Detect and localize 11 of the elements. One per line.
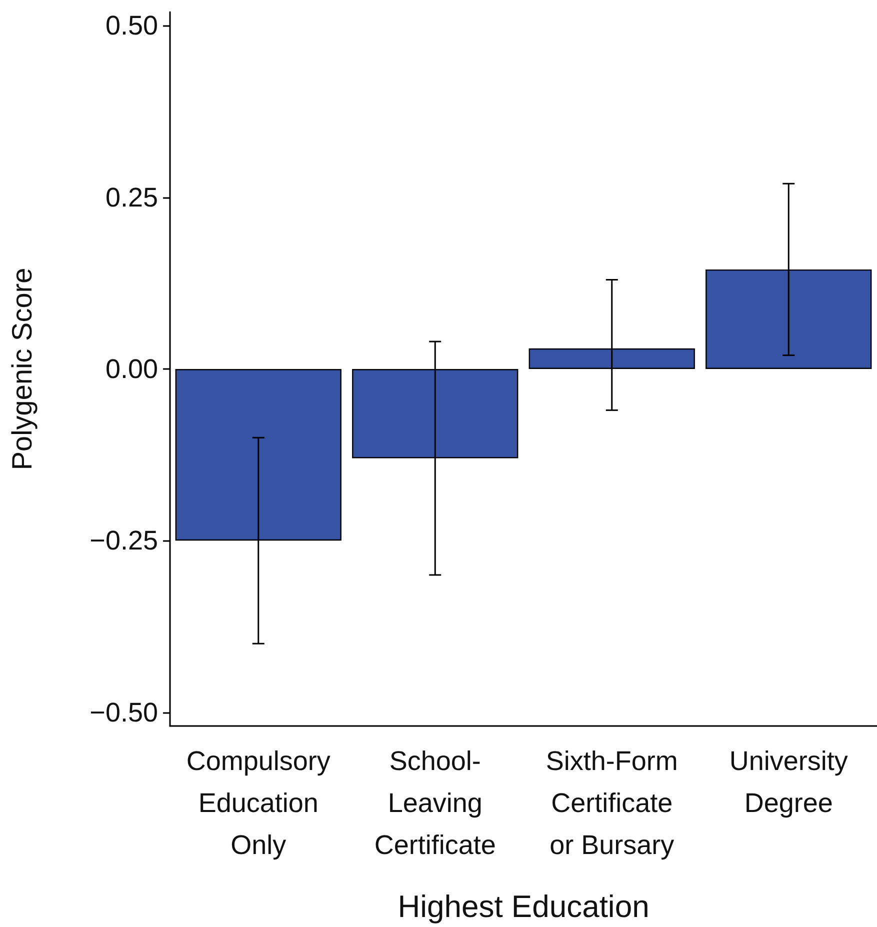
x-tick-label: University Degree bbox=[729, 746, 848, 818]
y-tick-label: −0.50 bbox=[90, 697, 158, 728]
x-tick-label: Compulsory Education Only bbox=[186, 746, 331, 860]
y-tick-label: 0.25 bbox=[105, 182, 158, 212]
y-tick-label: 0.00 bbox=[105, 354, 158, 384]
x-axis-title: Highest Education bbox=[398, 889, 650, 924]
y-tick-label: 0.50 bbox=[105, 10, 158, 41]
x-tick-label: School- Leaving Certificate bbox=[374, 746, 496, 860]
x-tick-label: Sixth-Form Certificate or Bursary bbox=[546, 746, 678, 860]
y-tick-label: −0.25 bbox=[90, 526, 158, 556]
y-axis-title: Polygenic Score bbox=[6, 268, 38, 470]
